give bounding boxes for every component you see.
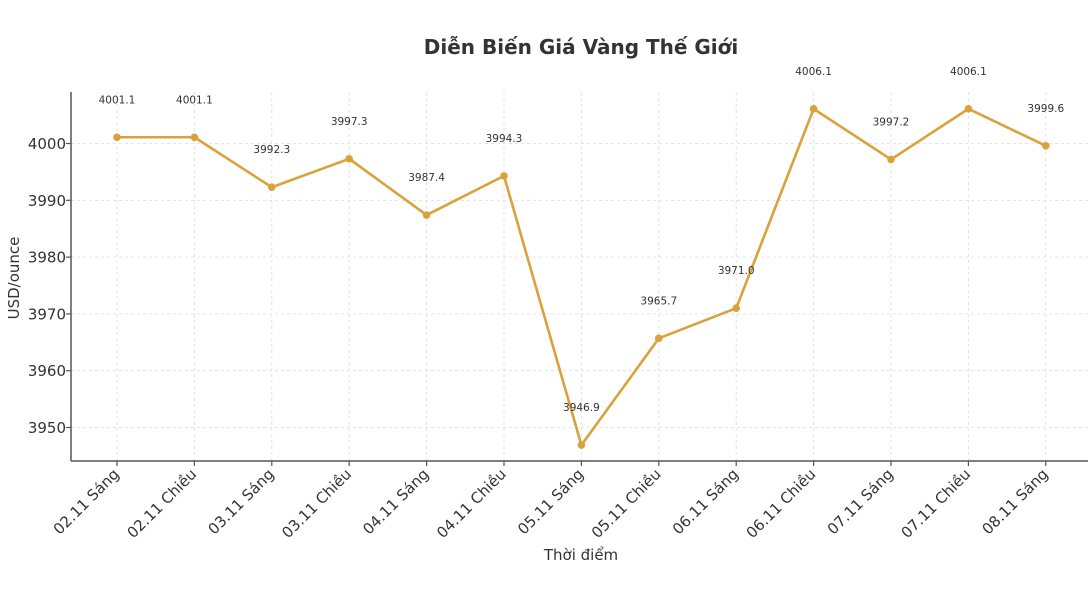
data-label: 4006.1 [950, 66, 987, 78]
x-tick-label: 04.11 Chiều [433, 465, 510, 542]
y-tick-label: 4000 [28, 135, 66, 153]
data-label: 3971.0 [718, 265, 755, 277]
x-tick-label: 02.11 Sáng [50, 465, 123, 538]
data-point [113, 133, 121, 142]
y-tick-label: 3970 [28, 305, 66, 323]
x-tick-label: 03.11 Chiều [278, 465, 355, 542]
x-tick-label: 07.11 Chiều [897, 465, 974, 542]
x-tick-label: 05.11 Chiều [588, 465, 665, 542]
data-point [1042, 141, 1050, 150]
data-point [655, 334, 663, 343]
data-point [809, 105, 818, 113]
data-label: 3994.3 [486, 133, 523, 145]
x-tick-label: 02.11 Chiều [123, 465, 200, 542]
x-tick-label: 03.11 Sáng [204, 465, 277, 538]
data-point [577, 441, 586, 449]
x-tick-label: 06.11 Sáng [669, 465, 742, 538]
data-labels: 4001.1 4001.1 3992.3 3997.3 3987.4 3994.3 3946… [99, 66, 1065, 414]
y-tick-label: 3980 [28, 249, 66, 267]
data-point [500, 172, 508, 180]
x-axis-ticks: 02.11 Sáng 02.11 Chiều 03.11 Sáng 03.11 Chi… [50, 461, 1052, 542]
x-axis-label: Thời điểm [543, 546, 618, 564]
data-label: 4001.1 [99, 94, 136, 106]
data-label: 3997.3 [331, 116, 368, 128]
x-tick-label: 04.11 Sáng [359, 465, 432, 538]
data-label: 3999.6 [1027, 103, 1064, 115]
data-label: 3997.2 [873, 116, 910, 128]
data-label: 3992.3 [253, 144, 290, 156]
x-tick-label: 06.11 Chiều [743, 465, 820, 542]
y-axis-label: USD/ounce [5, 237, 23, 320]
data-label: 3965.7 [640, 295, 677, 307]
x-tick-label: 07.11 Sáng [824, 465, 897, 538]
data-label: 3946.9 [563, 402, 600, 414]
data-point [268, 183, 276, 192]
data-label: 3987.4 [408, 172, 445, 184]
chart-title: Diễn Biến Giá Vàng Thế Giới [424, 35, 739, 59]
data-label: 4006.1 [795, 66, 832, 78]
data-label: 4001.1 [176, 94, 213, 106]
y-axis-ticks: 3950 3960 3970 3980 3990 4000 [28, 135, 71, 437]
y-tick-label: 3950 [28, 419, 66, 437]
data-point [345, 155, 354, 163]
axes [70, 92, 1088, 462]
data-point [732, 304, 740, 313]
y-tick-label: 3990 [28, 192, 66, 210]
price-series [113, 105, 1050, 449]
data-point [887, 155, 895, 164]
data-point [964, 105, 973, 113]
data-point [190, 133, 199, 142]
data-point [422, 211, 431, 219]
x-tick-label: 08.11 Sáng [978, 465, 1051, 538]
x-tick-label: 05.11 Sáng [514, 465, 587, 538]
y-tick-label: 3960 [28, 362, 66, 380]
grid-lines [71, 92, 1088, 461]
